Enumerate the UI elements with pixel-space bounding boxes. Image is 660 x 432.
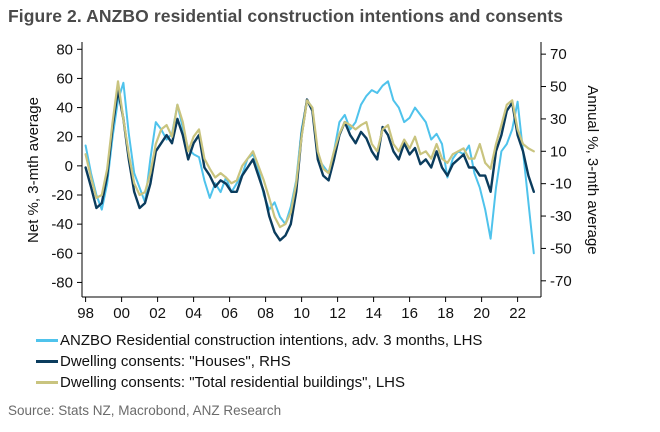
x-tick-label: 04: [185, 305, 202, 322]
x-tick-label: 12: [329, 305, 346, 322]
legend-label-total-residential: Dwelling consents: "Total residential bu…: [60, 374, 405, 391]
legend-item-total-residential: Dwelling consents: "Total residential bu…: [24, 372, 482, 393]
right-axis-ticks: -70 -50 -30 -10 10 30 50 70: [541, 46, 572, 290]
legend-swatch-intentions: [36, 339, 58, 342]
legend-swatch-total-residential: [36, 381, 58, 384]
figure-title: Figure 2. ANZBO residential construction…: [8, 6, 564, 26]
left-tick-label: -80: [51, 274, 73, 291]
right-tick-label: -70: [550, 273, 572, 290]
x-tick-label: 22: [509, 305, 526, 322]
left-tick-label: 20: [56, 129, 73, 146]
right-tick-label: 30: [550, 111, 567, 128]
x-tick-label: 16: [401, 305, 418, 322]
x-tick-label: 10: [293, 305, 310, 322]
x-tick-label: 06: [221, 305, 238, 322]
right-tick-label: -10: [550, 176, 572, 193]
left-tick-label: -20: [51, 187, 73, 204]
x-axis-ticks: 98 00 02 04 06 08 10 12 14 16 18 20 22: [77, 297, 526, 322]
x-tick-label: 14: [365, 305, 382, 322]
chart: 98 00 02 04 06 08 10 12 14 16 18 20 22 -80 -60 -40 -20 0…: [25, 41, 601, 322]
right-tick-label: 50: [550, 79, 567, 96]
x-tick-label: 98: [77, 305, 94, 322]
legend-item-intentions: ANZBO Residential construction intention…: [24, 330, 482, 351]
source-note: Source: Stats NZ, Macrobond, ANZ Researc…: [8, 403, 282, 418]
plot-frame: [81, 42, 542, 298]
left-axis-ticks: -80 -60 -40 -20 0 20 40 60 80: [51, 41, 82, 291]
left-tick-label: 40: [56, 100, 73, 117]
series-lines: [84, 80, 535, 255]
left-tick-label: 80: [56, 41, 73, 58]
left-tick-label: -40: [51, 216, 73, 233]
series-line-total-residential: [84, 80, 535, 229]
legend-label-houses: Dwelling consents: "Houses", RHS: [60, 353, 291, 370]
right-tick-label: -30: [550, 208, 572, 225]
legend: ANZBO Residential construction intention…: [24, 330, 482, 393]
left-axis-label: Net %, 3-mth average: [25, 97, 42, 243]
x-tick-label: 18: [437, 305, 454, 322]
left-tick-label: -60: [51, 245, 73, 262]
x-tick-label: 08: [257, 305, 274, 322]
right-tick-label: -50: [550, 240, 572, 257]
legend-label-intentions: ANZBO Residential construction intention…: [60, 332, 483, 349]
legend-item-houses: Dwelling consents: "Houses", RHS: [24, 351, 482, 372]
right-axis-label: Annual %, 3-mth average: [584, 85, 601, 254]
right-tick-label: 70: [550, 46, 567, 63]
left-tick-label: 60: [56, 70, 73, 87]
right-tick-label: 10: [550, 143, 567, 160]
legend-swatch-houses: [36, 360, 58, 363]
x-tick-label: 20: [473, 305, 490, 322]
x-tick-label: 02: [149, 305, 166, 322]
left-tick-label: 0: [65, 158, 73, 175]
x-tick-label: 00: [113, 305, 130, 322]
